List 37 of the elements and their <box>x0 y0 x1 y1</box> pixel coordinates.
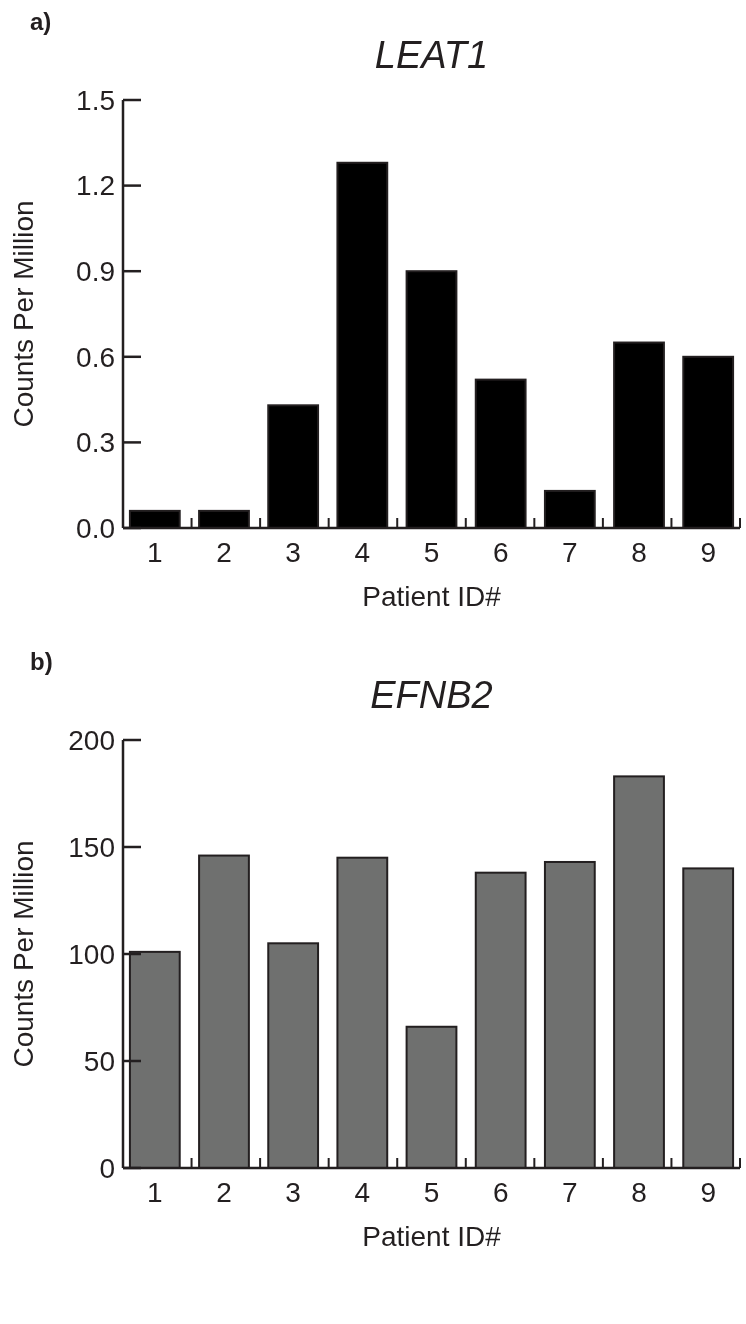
y-tick-label: 1.5 <box>76 84 115 116</box>
text: a) <box>30 8 52 35</box>
y-tick-label: 0.6 <box>76 341 115 373</box>
y-tick-label: 100 <box>68 938 115 970</box>
y-tick-label: 1.2 <box>76 170 115 202</box>
x-axis-title: Patient ID# <box>362 1221 502 1252</box>
x-tick-label: 5 <box>423 537 440 568</box>
x-tick-label: 2 <box>216 1177 232 1208</box>
x-tick-label: 2 <box>216 537 232 568</box>
chart-title: EFNB2 <box>370 674 493 716</box>
y-tick-label: 150 <box>68 831 115 863</box>
y-axis-title: Counts Per Million <box>8 840 39 1068</box>
x-tick-label: 8 <box>631 1177 647 1208</box>
y-tick-label: 0.9 <box>76 256 115 287</box>
y-tick-label: 200 <box>68 724 115 756</box>
x-tick-label: 8 <box>631 537 647 568</box>
x-tick-label: 1 <box>147 537 163 568</box>
x-tick-label: 9 <box>700 537 716 568</box>
chart-title: LEAT1 <box>374 34 489 76</box>
x-tick-label: 3 <box>285 537 301 568</box>
x-tick-label: 4 <box>354 1177 371 1208</box>
x-tick-label: 6 <box>492 537 509 568</box>
x-axis-title: Patient ID# <box>362 581 502 612</box>
y-tick-label: 0.0 <box>76 512 115 544</box>
x-tick-label: 6 <box>492 1177 509 1208</box>
y-tick-label: 0 <box>99 1152 115 1184</box>
y-tick-label: 50 <box>83 1045 115 1077</box>
x-tick-label: 9 <box>700 1177 716 1208</box>
x-tick-label: 3 <box>285 1177 301 1208</box>
x-tick-label: 7 <box>562 537 578 568</box>
x-tick-label: 7 <box>562 1177 578 1208</box>
y-axis-title: Counts Per Million <box>8 200 39 428</box>
x-tick-label: 4 <box>354 537 371 568</box>
x-tick-label: 1 <box>147 1177 163 1208</box>
x-tick-label: 5 <box>423 1177 440 1208</box>
text: b) <box>30 648 53 675</box>
y-tick-label: 0.3 <box>76 427 115 459</box>
